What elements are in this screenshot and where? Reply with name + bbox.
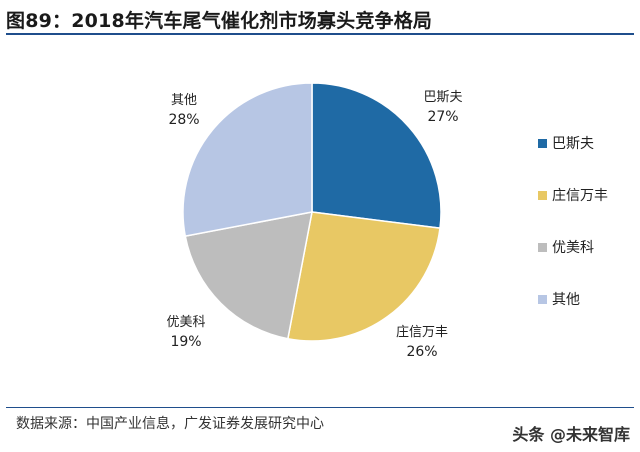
figure-title: 图89：2018年汽车尾气催化剂市场寡头竞争格局 [6, 10, 433, 32]
slice-label-3: 优美科 [166, 315, 205, 330]
legend-swatch-1 [538, 139, 547, 148]
legend-swatch-2 [538, 191, 547, 200]
pie-slice-3 [184, 211, 313, 340]
legend-label-4: 其他 [552, 292, 580, 308]
watermark: 头条 @未来智库 [512, 421, 630, 445]
footer-divider [6, 407, 634, 408]
legend-label-2: 庄信万丰 [552, 187, 608, 204]
legend-label-1: 巴斯夫 [552, 136, 594, 152]
legend-swatch-3 [538, 243, 547, 252]
slice-label-4: 其他 [171, 93, 197, 108]
pie-slice-1 [311, 82, 442, 230]
legend-swatch-4 [538, 295, 547, 304]
watermark-text: 头条 @未来智库 [512, 425, 630, 444]
slice-label-1: 巴斯夫 [423, 90, 462, 105]
title-divider [6, 33, 634, 35]
source-note: 数据来源：中国产业信息，广发证券发展研究中心 [16, 416, 324, 432]
slice-value-3: 19% [170, 334, 201, 350]
slice-value-2: 26% [406, 344, 437, 360]
legend-label-3: 优美科 [552, 240, 594, 256]
pie-slice-2 [286, 211, 441, 342]
slice-value-4: 28% [168, 112, 199, 128]
slice-value-1: 27% [427, 109, 458, 125]
slice-label-2: 庄信万丰 [396, 324, 448, 340]
pie-slice-4 [182, 82, 313, 238]
